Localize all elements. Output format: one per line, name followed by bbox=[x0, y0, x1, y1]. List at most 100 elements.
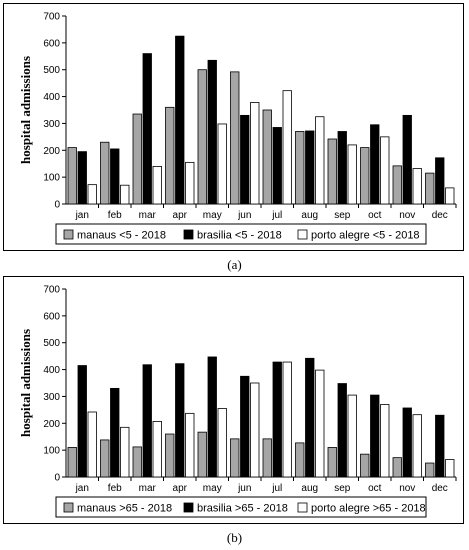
bar bbox=[230, 438, 240, 478]
bar bbox=[315, 369, 325, 478]
bar bbox=[370, 124, 380, 205]
y-tick-label: 400 bbox=[43, 365, 60, 376]
legend-swatch bbox=[297, 502, 308, 513]
bar bbox=[67, 147, 77, 205]
bar bbox=[305, 130, 315, 205]
x-tick-label: feb bbox=[108, 483, 122, 494]
bar bbox=[337, 383, 347, 478]
bar bbox=[152, 165, 162, 205]
bar bbox=[380, 136, 390, 205]
bar bbox=[435, 157, 445, 205]
bar bbox=[392, 165, 402, 205]
bar bbox=[185, 412, 195, 478]
y-tick-label: 0 bbox=[54, 200, 60, 211]
legend bbox=[55, 223, 427, 245]
bar bbox=[77, 365, 87, 478]
bar bbox=[262, 438, 272, 478]
bar bbox=[217, 408, 227, 478]
x-tick-label: mar bbox=[139, 483, 157, 494]
bar bbox=[87, 411, 97, 478]
chart-b-caption: (b) bbox=[226, 530, 243, 545]
bar bbox=[402, 114, 412, 205]
x-tick-label: oct bbox=[368, 483, 382, 494]
y-tick-label: 300 bbox=[43, 119, 60, 130]
chart-a-svg: 0 100 200 300 400 500 600 700 hospital admission… bbox=[18, 12, 457, 245]
bar bbox=[67, 447, 77, 478]
x-tick-label: feb bbox=[108, 210, 122, 221]
bar bbox=[77, 151, 87, 205]
y-tick-label: 500 bbox=[43, 338, 60, 349]
x-tick-label: may bbox=[203, 483, 222, 494]
bar bbox=[240, 114, 250, 205]
x-tick-label: dec bbox=[432, 210, 448, 221]
bar bbox=[165, 433, 175, 478]
bar bbox=[132, 446, 142, 478]
x-tick-label: jul bbox=[271, 210, 282, 221]
y-tick-label: 600 bbox=[43, 38, 60, 49]
bar bbox=[445, 459, 455, 478]
bar bbox=[327, 447, 337, 478]
chart-b-svg: 0 100 200 300 400 500 600 700 hospital admission… bbox=[18, 285, 457, 518]
y-axis-title: hospital admissions bbox=[18, 329, 33, 437]
bar bbox=[132, 113, 142, 205]
bar bbox=[445, 187, 455, 205]
bar bbox=[412, 168, 422, 205]
bar bbox=[142, 53, 152, 205]
x-tick-label: jun bbox=[237, 210, 251, 221]
y-axis-title: hospital admissions bbox=[18, 56, 33, 164]
x-tick-label: oct bbox=[368, 210, 382, 221]
y-tick-label: 100 bbox=[43, 446, 60, 457]
legend-label: porto alegre >65 - 2018 bbox=[311, 503, 426, 515]
bar bbox=[402, 407, 412, 478]
bar bbox=[207, 356, 217, 478]
bar bbox=[425, 462, 435, 478]
bar bbox=[175, 363, 185, 478]
x-tick-label: sep bbox=[334, 210, 351, 221]
chart-a-caption: (a) bbox=[227, 257, 242, 272]
bar bbox=[120, 184, 130, 205]
legend-label: porto alegre <5 - 2018 bbox=[311, 230, 420, 242]
y-tick-label: 600 bbox=[43, 311, 60, 322]
x-tick-label: jun bbox=[237, 483, 251, 494]
x-tick-label: apr bbox=[173, 210, 188, 221]
bar bbox=[110, 387, 120, 478]
y-tick-label: 400 bbox=[43, 92, 60, 103]
bar bbox=[272, 361, 282, 478]
x-tick-label: jul bbox=[271, 483, 282, 494]
x-tick-label: nov bbox=[399, 210, 415, 221]
bar bbox=[272, 127, 282, 205]
bar bbox=[295, 131, 305, 205]
legend-label: brasilia >65 - 2018 bbox=[197, 503, 288, 515]
x-tick-label: dec bbox=[432, 483, 448, 494]
bar bbox=[120, 426, 130, 478]
legend-swatch bbox=[183, 502, 194, 513]
legend-swatch bbox=[297, 229, 308, 240]
bar bbox=[110, 148, 120, 205]
legend-label: brasilia <5 - 2018 bbox=[197, 230, 282, 242]
chart-panel-b: 0 100 200 300 400 500 600 700 hospital admission… bbox=[3, 276, 464, 524]
bar bbox=[435, 414, 445, 478]
x-tick-label: mar bbox=[139, 210, 157, 221]
bar bbox=[305, 357, 315, 478]
legend-label: manaus >65 - 2018 bbox=[77, 503, 172, 515]
bar bbox=[217, 123, 227, 205]
x-tick-label: apr bbox=[173, 483, 188, 494]
bar bbox=[207, 59, 217, 205]
bar bbox=[282, 361, 292, 478]
y-tick-label: 700 bbox=[43, 285, 60, 296]
bar bbox=[197, 431, 207, 478]
x-tick-label: jan bbox=[75, 483, 89, 494]
legend bbox=[55, 496, 427, 518]
bar bbox=[412, 414, 422, 478]
bar bbox=[230, 71, 240, 205]
bar bbox=[392, 457, 402, 478]
bar bbox=[380, 404, 390, 478]
x-tick-label: aug bbox=[301, 210, 318, 221]
bar bbox=[100, 439, 110, 478]
bar bbox=[360, 147, 370, 205]
bar bbox=[250, 382, 260, 478]
x-tick-label: jan bbox=[75, 210, 89, 221]
y-tick-label: 500 bbox=[43, 65, 60, 76]
x-tick-label: aug bbox=[301, 483, 318, 494]
y-tick-label: 200 bbox=[43, 146, 60, 157]
